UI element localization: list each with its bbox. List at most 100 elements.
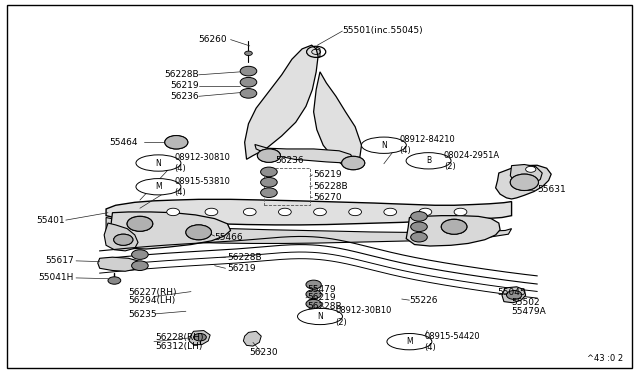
Circle shape <box>186 225 211 240</box>
Circle shape <box>442 219 467 234</box>
Text: 56260: 56260 <box>199 35 227 44</box>
Ellipse shape <box>136 155 181 171</box>
Circle shape <box>306 280 321 289</box>
Circle shape <box>192 229 205 236</box>
Circle shape <box>165 136 188 149</box>
Text: 08912-84210
(4): 08912-84210 (4) <box>399 135 455 155</box>
Polygon shape <box>406 216 500 246</box>
Circle shape <box>415 224 423 229</box>
Circle shape <box>349 208 362 216</box>
Circle shape <box>314 208 326 216</box>
Text: 56228B: 56228B <box>164 70 198 79</box>
Circle shape <box>448 223 461 231</box>
Circle shape <box>244 51 252 55</box>
Bar <box>264 168 310 205</box>
Text: 08915-53810
(4): 08915-53810 (4) <box>174 177 230 197</box>
Circle shape <box>244 80 253 85</box>
Polygon shape <box>243 331 261 346</box>
Circle shape <box>257 149 280 162</box>
Text: 08915-54420
(4): 08915-54420 (4) <box>425 331 481 352</box>
Text: 55501(inc.55045): 55501(inc.55045) <box>342 26 423 35</box>
Circle shape <box>167 208 179 216</box>
Text: 56312(LH): 56312(LH) <box>156 341 203 350</box>
Circle shape <box>454 208 467 216</box>
Text: 55479: 55479 <box>307 285 336 294</box>
Circle shape <box>136 263 144 268</box>
Circle shape <box>265 180 273 185</box>
Text: N: N <box>381 141 387 150</box>
Text: 55464: 55464 <box>109 138 138 147</box>
Polygon shape <box>189 331 210 344</box>
Circle shape <box>310 282 317 287</box>
Circle shape <box>525 166 536 172</box>
Circle shape <box>244 69 253 74</box>
Circle shape <box>244 91 253 96</box>
Text: 55479A: 55479A <box>511 307 547 316</box>
Polygon shape <box>312 47 320 58</box>
Text: 56219: 56219 <box>314 170 342 179</box>
Polygon shape <box>495 165 551 199</box>
Ellipse shape <box>406 153 451 169</box>
Text: 56235: 56235 <box>129 311 157 320</box>
Text: 08912-30810
(4): 08912-30810 (4) <box>174 153 230 173</box>
Circle shape <box>411 222 428 232</box>
Text: 56219: 56219 <box>307 294 336 302</box>
Text: 55466: 55466 <box>214 232 243 242</box>
Polygon shape <box>510 164 542 185</box>
Circle shape <box>132 261 148 270</box>
Circle shape <box>310 292 317 296</box>
Circle shape <box>419 208 432 216</box>
Text: 56236: 56236 <box>170 92 198 101</box>
Polygon shape <box>255 144 353 163</box>
Circle shape <box>193 334 206 341</box>
Text: N: N <box>317 312 323 321</box>
Text: 55631: 55631 <box>537 185 566 194</box>
Circle shape <box>260 177 277 187</box>
Text: 56227(RH): 56227(RH) <box>129 288 177 297</box>
Text: 56228(RH): 56228(RH) <box>156 333 204 342</box>
Circle shape <box>506 291 522 299</box>
Text: M: M <box>406 337 413 346</box>
Polygon shape <box>314 72 362 168</box>
Circle shape <box>265 170 273 174</box>
Circle shape <box>240 89 257 98</box>
Circle shape <box>240 77 257 87</box>
Circle shape <box>127 217 153 231</box>
Text: 56230: 56230 <box>250 347 278 356</box>
Polygon shape <box>106 218 511 243</box>
Circle shape <box>384 208 397 216</box>
Circle shape <box>306 299 321 308</box>
Text: 56270: 56270 <box>314 193 342 202</box>
Text: 55502: 55502 <box>511 298 540 307</box>
Ellipse shape <box>136 179 181 195</box>
Circle shape <box>114 234 133 245</box>
Text: B: B <box>426 156 431 165</box>
Circle shape <box>278 208 291 216</box>
Circle shape <box>310 302 317 306</box>
Text: 55041H: 55041H <box>39 273 74 282</box>
Circle shape <box>260 167 277 177</box>
Polygon shape <box>244 45 318 159</box>
Circle shape <box>240 66 257 76</box>
Circle shape <box>260 188 277 198</box>
Circle shape <box>136 252 144 257</box>
Text: 55045: 55045 <box>497 288 526 297</box>
Text: 56219: 56219 <box>170 81 198 90</box>
Circle shape <box>265 190 273 195</box>
Circle shape <box>411 212 428 221</box>
Text: 55617: 55617 <box>45 256 74 265</box>
Circle shape <box>518 179 531 186</box>
Circle shape <box>342 156 365 170</box>
Ellipse shape <box>362 137 406 153</box>
Text: 55401: 55401 <box>36 216 65 225</box>
Circle shape <box>306 290 321 299</box>
Text: 56236: 56236 <box>275 155 304 164</box>
Text: 56294(LH): 56294(LH) <box>129 296 175 305</box>
Text: ^43 :0 2: ^43 :0 2 <box>588 354 623 363</box>
Circle shape <box>205 208 218 216</box>
Text: 55226: 55226 <box>410 296 438 305</box>
Polygon shape <box>106 199 511 225</box>
Circle shape <box>415 235 423 240</box>
Ellipse shape <box>298 308 342 325</box>
Text: 56228B: 56228B <box>307 302 342 311</box>
